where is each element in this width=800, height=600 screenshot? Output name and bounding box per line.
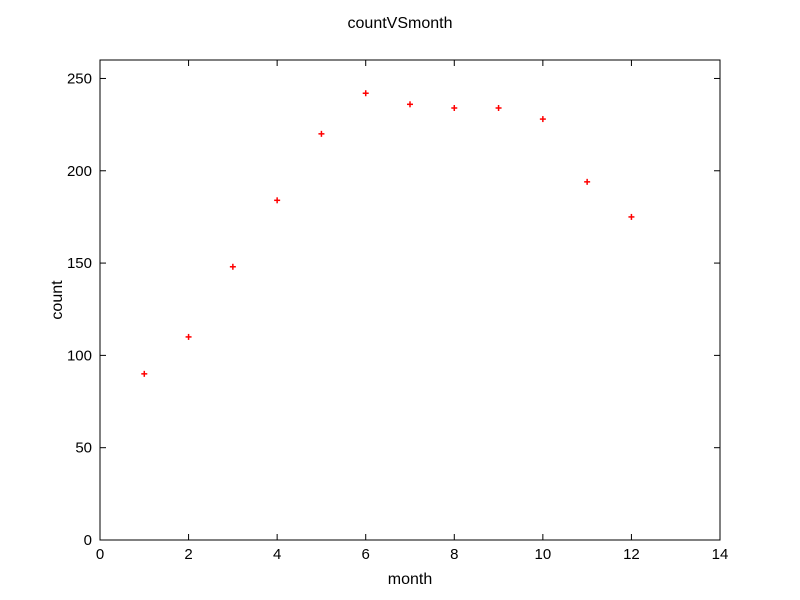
data-point — [141, 370, 148, 377]
x-tick-label: 10 — [535, 546, 552, 563]
x-axis-label: month — [388, 571, 432, 588]
y-tick-label: 150 — [67, 255, 92, 272]
data-point — [318, 130, 325, 137]
y-tick-label: 200 — [67, 163, 92, 180]
x-tick-label: 8 — [450, 546, 458, 563]
x-tick-label: 12 — [623, 546, 640, 563]
data-point — [584, 178, 591, 185]
x-tick-label: 0 — [96, 546, 104, 563]
chart-title: countVSmonth — [348, 15, 453, 32]
data-point — [185, 333, 192, 340]
y-tick-label: 50 — [75, 440, 92, 457]
data-point — [407, 101, 413, 108]
data-point — [539, 116, 546, 123]
x-tick-label: 14 — [712, 546, 729, 563]
y-tick-label: 250 — [67, 70, 92, 87]
data-point — [628, 213, 635, 220]
plot-frame — [99, 59, 721, 541]
y-tick-label: 100 — [67, 347, 92, 364]
data-point — [362, 90, 369, 97]
x-tick-label: 6 — [362, 546, 370, 563]
data-series — [141, 90, 635, 377]
x-tick-label: 4 — [273, 546, 281, 563]
data-point — [274, 197, 281, 204]
x-tick-label: 2 — [184, 546, 192, 563]
data-point — [229, 263, 236, 270]
y-axis: 0 50 100 150 200 250 — [67, 70, 720, 549]
x-axis: 0 2 4 6 8 10 12 14 — [96, 60, 729, 563]
data-point — [495, 105, 502, 111]
y-tick-label: 0 — [84, 532, 92, 549]
data-point — [451, 105, 458, 111]
y-axis-label: count — [49, 280, 66, 320]
